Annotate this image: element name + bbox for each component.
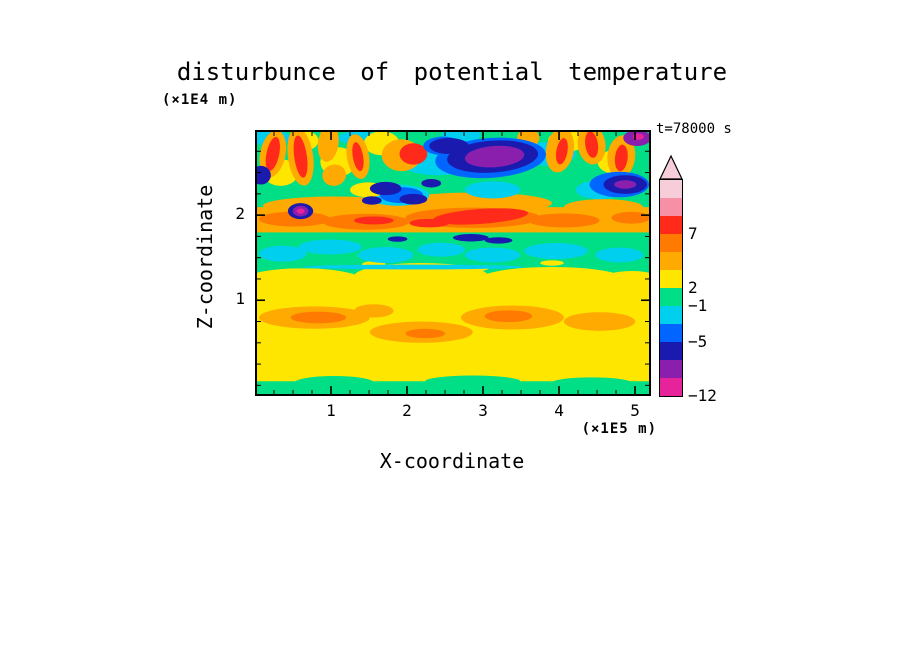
colorbar-tick-label: 7 — [688, 224, 698, 243]
colorbar-tick-label: 2 — [688, 278, 698, 297]
time-annotation: t=78000 s — [656, 121, 732, 137]
contour-band — [258, 239, 644, 270]
colorbar-tick-label: −1 — [688, 296, 708, 315]
contour-band — [354, 208, 529, 228]
contour-band — [255, 375, 651, 396]
x-tick-label: 2 — [402, 401, 412, 420]
x-tick-label: 1 — [326, 401, 336, 420]
x-axis-unit-label: (×1E5 m) — [581, 421, 657, 437]
colorbar-segment — [660, 324, 682, 342]
colorbar-segment — [660, 180, 682, 198]
y-tick-label: 1 — [235, 289, 245, 309]
y-axis-title: Z-coordinate — [193, 184, 217, 330]
colorbar — [659, 179, 683, 397]
colorbar-segment — [660, 360, 682, 378]
colorbar-arrow — [659, 154, 683, 180]
colorbar-segment — [660, 342, 682, 360]
colorbar-segment — [660, 306, 682, 324]
colorbar-segment — [660, 216, 682, 234]
colorbar-segment — [660, 378, 682, 396]
x-tick-label: 4 — [554, 401, 564, 420]
colorbar-segment — [660, 288, 682, 306]
colorbar-segment — [660, 270, 682, 288]
y-tick-label: 2 — [235, 204, 245, 224]
contour-band — [265, 131, 628, 178]
chart-title: disturbunce of potential temperature — [176, 58, 728, 86]
x-tick-label: 5 — [630, 401, 640, 420]
contour-band — [290, 310, 533, 339]
colorbar-segment — [660, 234, 682, 252]
contour-band — [387, 234, 513, 244]
y-axis-unit-label: (×1E4 m) — [162, 92, 238, 108]
plot-frame — [255, 130, 651, 396]
x-axis-title: X-coordinate — [379, 449, 525, 473]
colorbar-tick-label: −12 — [688, 386, 717, 405]
filled-contour-plot — [255, 130, 651, 396]
colorbar-segment — [660, 252, 682, 270]
colorbar-tick-label: −5 — [688, 332, 708, 351]
contour-band — [292, 130, 651, 217]
colorbar-segment — [660, 198, 682, 216]
x-tick-label: 3 — [478, 401, 488, 420]
